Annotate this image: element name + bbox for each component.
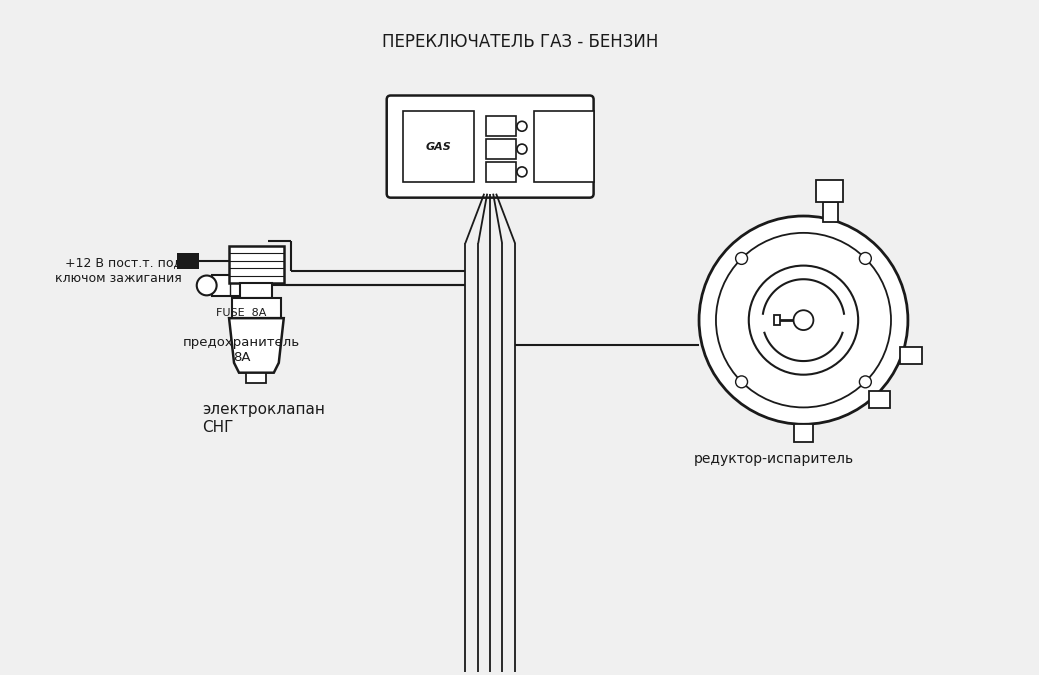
Text: электроклапан
СНГ: электроклапан СНГ — [202, 402, 324, 435]
Circle shape — [859, 376, 872, 388]
Bar — [486, 139, 516, 159]
Text: FUSE  8A: FUSE 8A — [216, 308, 267, 318]
Text: GAS: GAS — [426, 142, 451, 152]
Circle shape — [716, 233, 891, 408]
Circle shape — [859, 252, 872, 265]
Bar — [246, 373, 266, 383]
Polygon shape — [229, 318, 284, 373]
Bar — [869, 391, 890, 408]
Bar — [534, 111, 593, 182]
Circle shape — [749, 265, 858, 375]
Circle shape — [517, 122, 527, 131]
Bar — [486, 116, 516, 136]
Circle shape — [517, 144, 527, 154]
Circle shape — [517, 167, 527, 177]
Circle shape — [699, 216, 908, 425]
Circle shape — [794, 310, 814, 330]
Bar — [403, 111, 474, 182]
Bar — [816, 180, 844, 202]
Bar — [486, 162, 516, 182]
Bar — [794, 425, 814, 442]
Circle shape — [196, 275, 216, 296]
Text: редуктор-испаритель: редуктор-испаритель — [694, 452, 854, 466]
Text: +12 В пост.т. под
ключом зажигания: +12 В пост.т. под ключом зажигания — [55, 256, 182, 285]
Circle shape — [736, 252, 747, 265]
Bar — [900, 347, 922, 364]
Bar — [823, 202, 838, 221]
Bar — [240, 284, 272, 298]
Text: предохранитель
8А: предохранитель 8А — [183, 336, 300, 364]
Bar — [229, 246, 284, 284]
Text: ПЕРЕКЛЮЧАТЕЛЬ ГАЗ - БЕНЗИН: ПЕРЕКЛЮЧАТЕЛЬ ГАЗ - БЕНЗИН — [381, 34, 658, 51]
Circle shape — [736, 376, 747, 388]
FancyBboxPatch shape — [387, 95, 593, 198]
Bar — [178, 253, 199, 269]
Bar — [232, 298, 282, 318]
Bar — [212, 275, 271, 296]
Bar — [774, 315, 779, 325]
